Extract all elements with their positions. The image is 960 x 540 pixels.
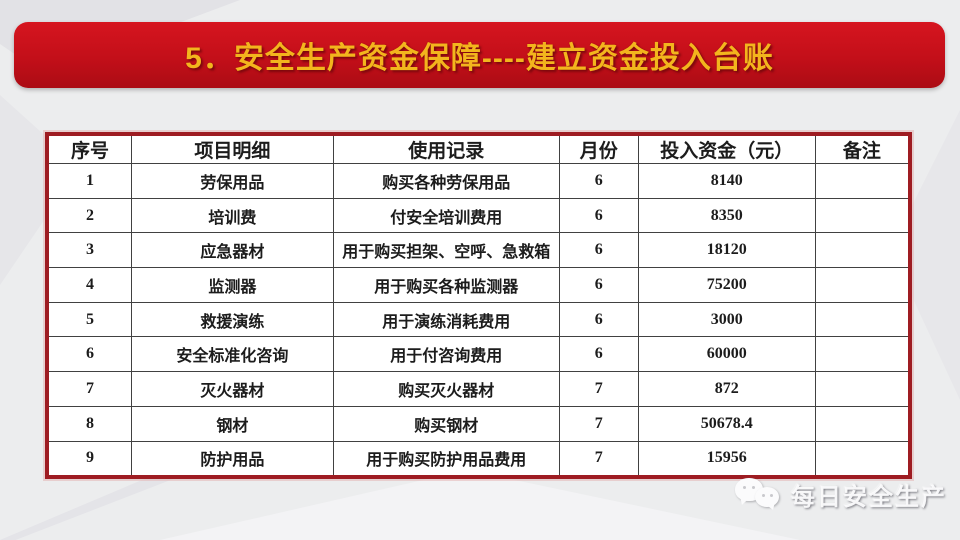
watermark: 每日安全生产 xyxy=(735,477,947,512)
table-cell: 6 xyxy=(558,267,639,303)
table-row: 5 救援演练 用于演练消耗费用 6 3000 xyxy=(49,301,908,338)
table-cell: 培训费 xyxy=(130,197,334,234)
table-cell: 6 xyxy=(558,301,639,338)
table-cell: 购买灭火器材 xyxy=(332,371,560,407)
table-row: 9 防护用品 用于购买防护用品费用 7 15956 xyxy=(49,440,908,475)
column-header: 序号 xyxy=(49,136,132,164)
table-cell xyxy=(814,163,908,199)
table-cell: 应急器材 xyxy=(130,232,334,269)
table-cell: 用于购买防护用品费用 xyxy=(332,440,560,475)
table-cell: 50678.4 xyxy=(637,405,816,442)
column-header: 月份 xyxy=(558,136,639,164)
table-cell xyxy=(814,371,908,407)
table-cell xyxy=(814,405,908,442)
table-cell: 7 xyxy=(558,405,639,442)
table-cell xyxy=(814,336,908,373)
column-header: 备注 xyxy=(814,136,908,164)
background-facet xyxy=(160,470,800,540)
table-cell: 75200 xyxy=(637,267,816,303)
table-row: 7 灭火器材 购买灭火器材 7 872 xyxy=(49,371,908,407)
table-cell: 6 xyxy=(49,336,132,373)
table-row: 1 劳保用品 购买各种劳保用品 6 8140 xyxy=(49,163,908,199)
table-cell: 7 xyxy=(49,371,132,407)
table-cell: 用于付咨询费用 xyxy=(332,336,560,373)
table-cell xyxy=(814,197,908,234)
table-cell: 防护用品 xyxy=(130,440,334,475)
table-cell: 用于演练消耗费用 xyxy=(332,301,560,338)
wechat-icon xyxy=(735,477,781,512)
table-cell: 872 xyxy=(637,371,816,407)
table-cell: 5 xyxy=(49,301,132,338)
fund-ledger-table: 序号 项目明细 使用记录 月份 投入资金（元） 备注 1 劳保用品 购买各种劳保用品 6 8140… xyxy=(49,136,908,475)
table-cell: 购买各种劳保用品 xyxy=(332,163,560,199)
column-header: 使用记录 xyxy=(332,136,560,164)
table-cell: 3000 xyxy=(637,301,816,338)
table-cell xyxy=(814,301,908,338)
table-cell: 8350 xyxy=(637,197,816,234)
table-cell: 1 xyxy=(49,163,132,199)
table-cell: 6 xyxy=(558,197,639,234)
table-cell: 6 xyxy=(558,232,639,269)
table-row: 2 培训费 付安全培训费用 6 8350 xyxy=(49,197,908,234)
table-cell: 付安全培训费用 xyxy=(332,197,560,234)
title-banner: 5．安全生产资金保障----建立资金投入台账 xyxy=(14,22,945,88)
table-cell: 安全标准化咨询 xyxy=(130,336,334,373)
table-cell: 7 xyxy=(558,371,639,407)
table-cell: 2 xyxy=(49,197,132,234)
table-row: 8 钢材 购买钢材 7 50678.4 xyxy=(49,405,908,442)
table-cell: 用于购买各种监测器 xyxy=(332,267,560,303)
table-cell: 7 xyxy=(558,440,639,475)
table-row: 6 安全标准化咨询 用于付咨询费用 6 60000 xyxy=(49,336,908,373)
table-row: 4 监测器 用于购买各种监测器 6 75200 xyxy=(49,267,908,303)
table-row: 3 应急器材 用于购买担架、空呼、急救箱 6 18120 xyxy=(49,232,908,269)
table-cell: 救援演练 xyxy=(130,301,334,338)
column-header: 投入资金（元） xyxy=(637,136,816,164)
table-cell: 8140 xyxy=(637,163,816,199)
table-cell: 6 xyxy=(558,163,639,199)
table-cell: 18120 xyxy=(637,232,816,269)
table-cell xyxy=(814,440,908,475)
column-header: 项目明细 xyxy=(130,136,334,164)
table-cell xyxy=(814,267,908,303)
table-cell: 购买钢材 xyxy=(332,405,560,442)
wechat-bubble-small xyxy=(755,486,779,507)
table-cell: 8 xyxy=(49,405,132,442)
watermark-label: 每日安全生产 xyxy=(791,484,947,511)
table-cell: 9 xyxy=(49,440,132,475)
table-cell: 劳保用品 xyxy=(130,163,334,199)
table-cell: 60000 xyxy=(637,336,816,373)
table-cell: 钢材 xyxy=(130,405,334,442)
table-cell: 3 xyxy=(49,232,132,269)
ledger-table-body: 1 劳保用品 购买各种劳保用品 6 8140 2 培训费 付安全培训费用 6 8350 3 应急器材用… xyxy=(49,163,908,475)
table-cell xyxy=(814,232,908,269)
table-cell: 15956 xyxy=(637,440,816,475)
table-cell: 4 xyxy=(49,267,132,303)
table-cell: 灭火器材 xyxy=(130,371,334,407)
table-cell: 用于购买担架、空呼、急救箱 xyxy=(332,232,560,269)
table-cell: 监测器 xyxy=(130,267,334,303)
table-cell: 6 xyxy=(558,336,639,373)
fund-ledger-table-frame: 序号 项目明细 使用记录 月份 投入资金（元） 备注 1 劳保用品 购买各种劳保用品 6 8140… xyxy=(45,132,912,479)
slide-title: 5．安全生产资金保障----建立资金投入台账 xyxy=(185,42,774,75)
table-header-row: 序号 项目明细 使用记录 月份 投入资金（元） 备注 xyxy=(49,136,908,164)
